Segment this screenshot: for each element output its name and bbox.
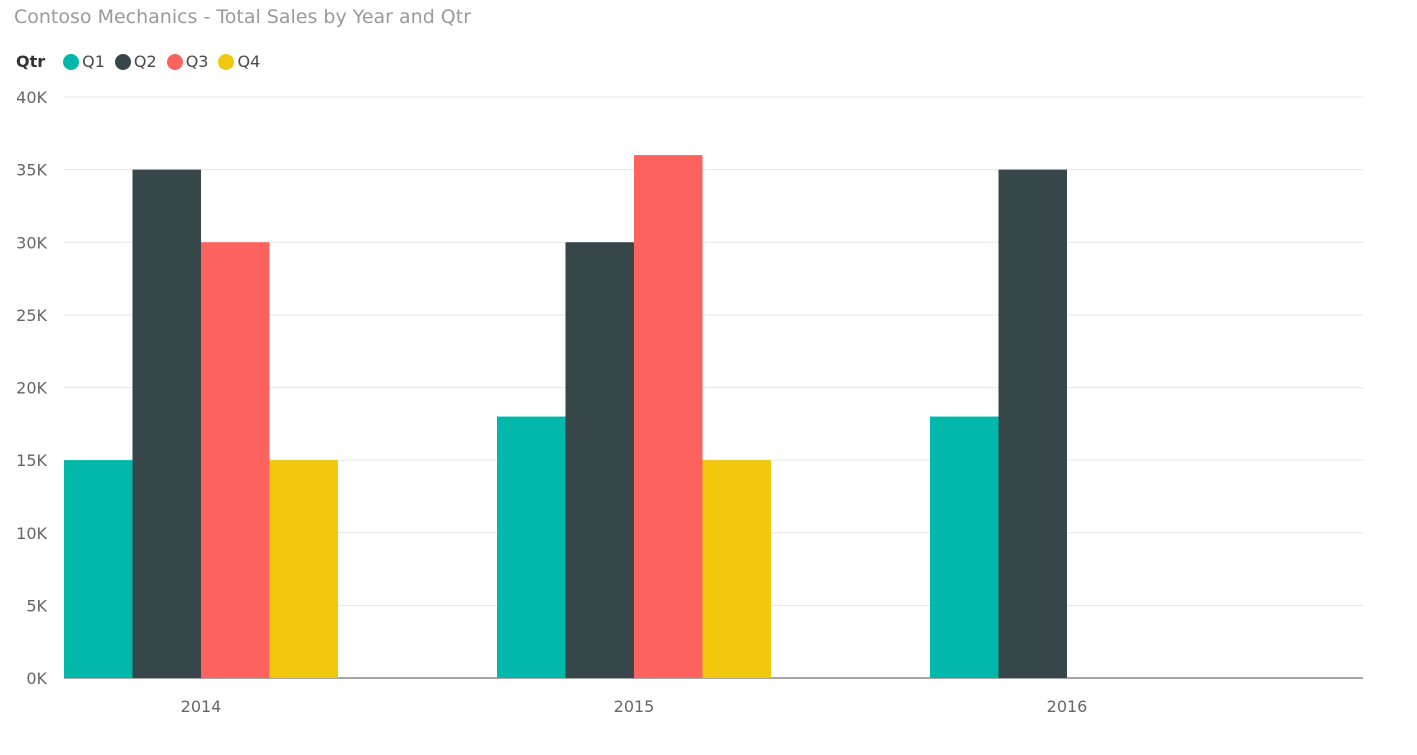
y-tick-label: 35K (16, 161, 47, 180)
legend-swatch-q4 (218, 53, 235, 70)
legend-swatch-q1 (63, 53, 80, 70)
legend-swatch-q2 (114, 53, 131, 70)
bar-2014-q2[interactable] (132, 169, 202, 678)
y-tick-label: 20K (16, 379, 47, 398)
y-tick-label: 15K (16, 451, 47, 470)
legend-items: Q1 Q2 Q3 Q4 (63, 52, 270, 71)
x-tick-label: 2015 (614, 697, 655, 716)
legend-item-q1[interactable]: Q1 (63, 52, 105, 71)
bar-2014-q4[interactable] (269, 460, 339, 678)
legend: Qtr Q1 Q2 Q3 Q4 (16, 52, 270, 71)
legend-item-q3[interactable]: Q3 (166, 52, 209, 71)
y-tick-label: 30K (16, 233, 47, 252)
bar-2016-q2[interactable] (998, 169, 1068, 678)
legend-label-q3: Q3 (185, 52, 209, 71)
bar-2015-q2[interactable] (565, 242, 635, 678)
bar-2015-q1[interactable] (497, 416, 566, 678)
legend-item-q2[interactable]: Q2 (114, 52, 157, 71)
legend-label-q1: Q1 (82, 52, 105, 71)
y-tick-label: 10K (16, 524, 47, 543)
x-tick-label: 2014 (181, 697, 222, 716)
bar-2015-q3[interactable] (634, 155, 703, 679)
y-tick-label: 5K (26, 596, 47, 615)
legend-swatch-q3 (166, 53, 183, 70)
bar-2016-q1[interactable] (930, 416, 999, 678)
bar-2014-q3[interactable] (201, 242, 270, 678)
bar-2014-q1[interactable] (64, 460, 133, 678)
legend-label-q2: Q2 (133, 52, 157, 71)
x-tick-label: 2016 (1047, 697, 1088, 716)
legend-label-q4: Q4 (237, 52, 261, 71)
chart-title: Contoso Mechanics - Total Sales by Year … (14, 6, 472, 28)
y-tick-label: 25K (16, 306, 47, 325)
legend-title: Qtr (16, 52, 46, 71)
y-tick-label: 40K (16, 88, 47, 107)
legend-item-q4[interactable]: Q4 (218, 52, 260, 71)
y-tick-label: 0K (26, 669, 47, 688)
bar-2015-q4[interactable] (702, 460, 772, 678)
